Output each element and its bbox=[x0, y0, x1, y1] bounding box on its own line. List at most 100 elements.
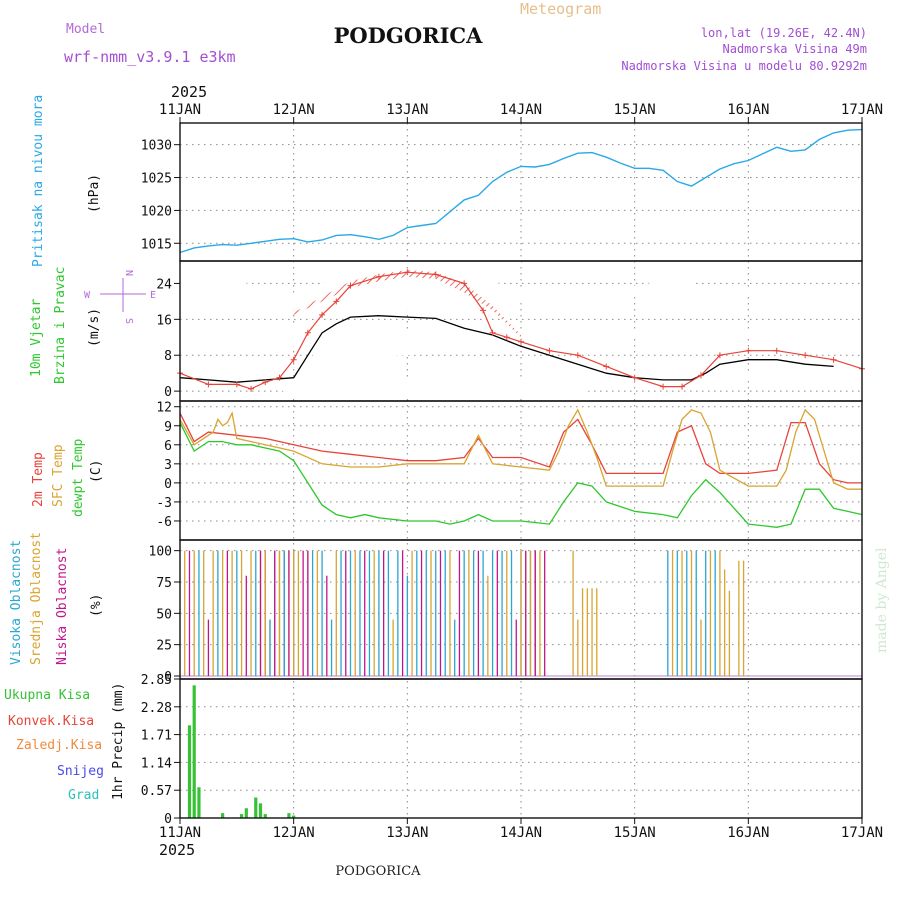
clouds-ytick-label: 75 bbox=[156, 576, 172, 591]
model-elevation-label: Nadmorska Visina u modelu 80.9292m bbox=[621, 59, 867, 73]
precip-bar bbox=[254, 797, 258, 818]
wind-gust-point bbox=[489, 329, 496, 336]
precip-ytick-label: 1.14 bbox=[141, 756, 172, 771]
precip-ytick-label: 2.85 bbox=[141, 673, 172, 688]
wind-ylabel-2: Brzina i Pravac bbox=[53, 267, 68, 384]
clouds-ytick-label: 0 bbox=[164, 670, 172, 685]
x-tick-label-top: 15JAN bbox=[614, 102, 656, 118]
x-tick-label-top: 11JAN bbox=[159, 102, 201, 118]
precip-bar bbox=[292, 815, 296, 818]
model-label: Model bbox=[66, 22, 105, 37]
cloud-low-label: Niska Oblacnost bbox=[55, 548, 70, 665]
temp-sfc-label: SFC Temp bbox=[51, 444, 66, 507]
temperature-ytick-label: -3 bbox=[156, 496, 172, 511]
clouds-ytick-label: 100 bbox=[149, 545, 172, 560]
temperature-ytick-label: -6 bbox=[156, 515, 172, 530]
x-tick-label-top: 12JAN bbox=[273, 102, 315, 118]
temperature-ytick-label: 0 bbox=[164, 477, 172, 492]
wind-gust-point bbox=[404, 269, 411, 276]
clouds-ytick-label: 50 bbox=[156, 607, 172, 622]
precip-ytick-label: 2.28 bbox=[141, 701, 172, 716]
wind-gust-point bbox=[697, 372, 704, 379]
wind-gust-point bbox=[290, 356, 297, 363]
wind-gust-point bbox=[262, 379, 269, 386]
precip-bar bbox=[287, 813, 291, 818]
model-name: wrf-nmm_v3.9.1 e3km bbox=[64, 48, 236, 66]
wind-gust-point bbox=[546, 347, 553, 354]
wind-gust-point bbox=[518, 338, 524, 345]
temperature-ytick-label: 6 bbox=[164, 439, 172, 454]
precip-bar bbox=[192, 685, 196, 818]
precip-total-label: Ukupna Kisa bbox=[4, 688, 90, 703]
precip-ytick-label: 1.71 bbox=[141, 729, 172, 744]
wind-gust-point bbox=[503, 334, 510, 341]
clouds-ytick-label: 25 bbox=[156, 639, 172, 654]
wind-gust-point bbox=[716, 352, 723, 359]
pressure-line bbox=[179, 128, 863, 254]
temperature-ytick-label: 9 bbox=[164, 420, 172, 435]
x-tick-label-bottom: 11JAN bbox=[159, 825, 201, 841]
footer-station: PODGORICA bbox=[335, 864, 421, 879]
temp-dewpt-label: dewpt Temp bbox=[71, 439, 86, 517]
precip-freezing-label: Zaledj.Kisa bbox=[16, 738, 102, 753]
dewpoint-line bbox=[179, 422, 863, 528]
wind-gust-point bbox=[319, 311, 326, 318]
wind-gust-point bbox=[802, 352, 809, 359]
precip-bar bbox=[244, 808, 248, 818]
precip-conv-label: Konvek.Kisa bbox=[8, 714, 94, 729]
wind-gust-point bbox=[432, 271, 439, 278]
wind-gust-point bbox=[375, 273, 382, 280]
wind-gust-point bbox=[480, 307, 487, 314]
wind-gust-point bbox=[347, 282, 354, 289]
precip-hail-label: Grad bbox=[68, 788, 99, 803]
cloud-mid-label: Srednja Oblacnost bbox=[29, 532, 44, 665]
wind-direction-band-low bbox=[180, 370, 862, 398]
pressure-ytick-label: 1015 bbox=[141, 237, 172, 252]
wind-gust-point bbox=[574, 352, 581, 359]
grid-lines bbox=[180, 123, 862, 819]
x-tick-label-bottom: 17JAN bbox=[841, 825, 883, 841]
wind-gust-point bbox=[679, 383, 686, 390]
pressure-ytick-label: 1030 bbox=[141, 139, 172, 154]
wind-gust-line bbox=[179, 271, 863, 390]
x-tick-label-bottom: 12JAN bbox=[273, 825, 315, 841]
x-tick-label-bottom: 16JAN bbox=[727, 825, 769, 841]
x-tick-label-bottom: 15JAN bbox=[614, 825, 656, 841]
cloud-unit: (%) bbox=[89, 594, 104, 617]
pressure-panel-frame bbox=[179, 122, 863, 262]
compass-s: S bbox=[123, 318, 134, 324]
precip-bar bbox=[221, 813, 225, 818]
x-tick-label-bottom: 13JAN bbox=[386, 825, 428, 841]
meteogram-subtitle: Meteogram bbox=[520, 0, 601, 18]
wind-gust-point bbox=[205, 381, 212, 388]
axes: 11JAN 11JAN 12JAN 12JAN 13JAN 13JAN 14JAN 14JAN… bbox=[141, 102, 883, 841]
precip-bar bbox=[197, 787, 201, 818]
watermark: made by Angel bbox=[874, 547, 890, 653]
wind-ytick-label: 8 bbox=[164, 349, 172, 364]
x-tick-label-top: 13JAN bbox=[386, 102, 428, 118]
wind-gust-point bbox=[248, 385, 255, 392]
precip-bar bbox=[187, 725, 192, 818]
temp-sfc-line bbox=[179, 408, 862, 490]
cloud-high-label: Visoka Oblacnost bbox=[9, 540, 24, 665]
temperature-ytick-label: 12 bbox=[156, 401, 172, 416]
x-tick-label-top: 17JAN bbox=[841, 102, 883, 118]
wind-ytick-label: 16 bbox=[156, 313, 172, 328]
wind-gust-point bbox=[276, 374, 283, 381]
wind-unit: (m/s) bbox=[87, 308, 102, 347]
temperature-ytick-label: 3 bbox=[164, 458, 172, 473]
pressure-ytick-label: 1025 bbox=[141, 172, 172, 187]
compass-w: W bbox=[84, 290, 91, 301]
precip-ytick-label: 0.57 bbox=[141, 784, 172, 799]
pressure-ytick-label: 1020 bbox=[141, 204, 172, 219]
temp-unit: (C) bbox=[89, 460, 104, 483]
precip-snow-label: Snijeg bbox=[57, 764, 104, 779]
pressure-ylabel: Pritisak na nivou mora bbox=[31, 95, 46, 267]
compass-rose-icon: N S W E bbox=[84, 270, 156, 324]
temp-2m-label: 2m Temp bbox=[31, 452, 46, 507]
x-tick-label-top: 16JAN bbox=[727, 102, 769, 118]
wind-gust-point bbox=[603, 363, 610, 370]
compass-e: E bbox=[150, 290, 156, 301]
wind-gust-point bbox=[631, 374, 638, 381]
